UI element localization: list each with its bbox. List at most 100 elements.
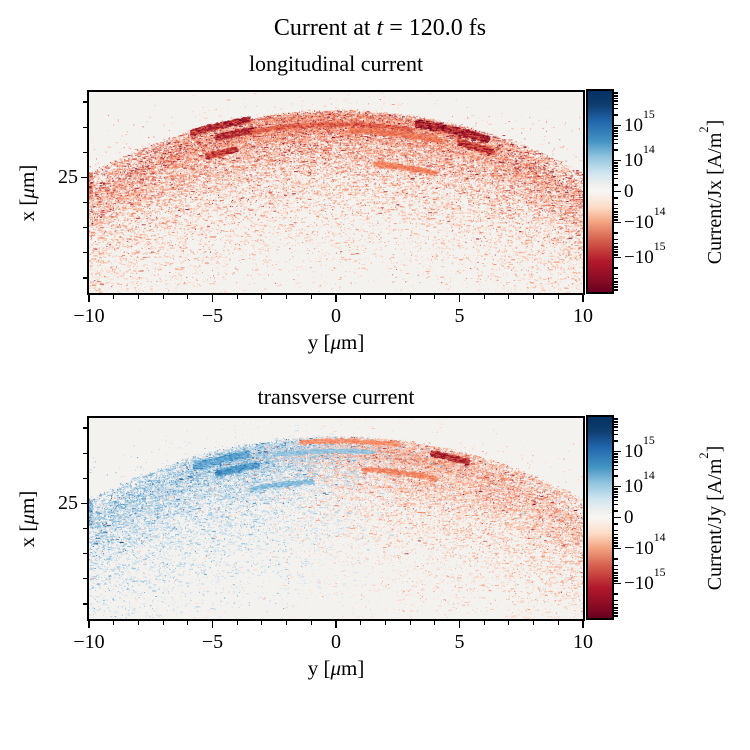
colorbar-tick-label: −1015 [624,565,666,594]
colorbar-major-tick [614,256,621,259]
colorbar-minor-tick [614,544,618,546]
colorbar-minor-tick [614,593,618,595]
x-minor-tick [137,295,139,299]
colorbar-tick-label: 0 [624,180,634,202]
colorbar-minor-tick [614,128,618,130]
y-major-tick [80,502,87,505]
colorbar-minor-tick [614,167,618,169]
colorbar-minor-tick [614,461,618,463]
colorbar-minor-tick [614,100,618,102]
colorbar-minor-tick [614,161,618,163]
colorbar-minor-tick [614,421,618,423]
colorbar-minor-tick [614,132,618,134]
colorbar-minor-tick [614,475,618,477]
colorbar-tick-label: −1015 [624,239,666,268]
x-axis-label: y [μm] [307,656,365,680]
colorbar-major-tick [614,485,621,488]
colorbar-minor-tick [614,575,618,577]
colorbar-minor-tick [614,103,618,105]
x-minor-tick [557,295,559,299]
x-minor-tick [236,621,238,625]
colorbar-minor-tick [614,493,618,495]
colorbar-major-tick [614,221,621,224]
colorbar-minor-tick [614,214,618,216]
x-minor-tick [384,621,386,625]
x-major-tick [88,295,90,302]
colorbar-minor-tick [614,267,618,269]
y-minor-tick [83,477,87,479]
colorbar-minor-tick [614,163,618,165]
x-minor-tick [113,621,115,625]
x-minor-tick [162,621,164,625]
x-tick-label: −5 [201,631,224,653]
colorbar-minor-tick [614,440,618,442]
colorbar-minor-tick [614,523,618,525]
x-tick-label: 0 [331,631,341,653]
colorbar-minor-tick [614,286,618,288]
x-major-tick [211,295,214,302]
colorbar-minor-tick [614,426,618,428]
colorbar-label: Current/Jx [A/m2] [696,119,726,265]
x-minor-tick [286,621,288,625]
x-major-tick [211,621,214,628]
subplot-title: transverse current [257,384,415,409]
x-minor-tick [533,295,535,299]
y-minor-tick [83,151,87,153]
x-major-tick [458,295,461,302]
x-minor-tick [483,295,485,299]
y-axis-label: x [μm] [15,490,39,548]
x-minor-tick [360,295,362,299]
x-minor-tick [261,621,263,625]
y-minor-tick [83,277,87,279]
x-major-tick [582,621,584,628]
heatmap-canvas [89,418,583,619]
colorbar-minor-tick [614,504,618,506]
colorbar-minor-tick [614,499,618,501]
x-minor-tick [434,295,436,299]
heatmap-canvas [89,92,583,293]
colorbar-minor-tick [614,165,618,167]
colorbar-tick-label: 1014 [624,468,655,497]
x-major-tick [582,295,584,302]
colorbar-minor-tick [614,211,618,213]
y-minor-tick [83,201,87,204]
colorbar-minor-tick [614,610,618,612]
colorbar-minor-tick [614,197,618,199]
colorbar-minor-tick [614,91,618,93]
colorbar-minor-tick [614,540,618,542]
colorbar-minor-tick [614,173,618,175]
x-major-tick [458,621,461,628]
x-tick-label: 5 [454,305,465,327]
colorbar-minor-tick [614,238,618,240]
colorbar-minor-tick [614,93,618,95]
x-minor-tick [434,621,436,625]
x-minor-tick [508,621,510,625]
colorbar-major-tick [614,124,621,127]
colorbar-minor-tick [614,97,618,99]
plot-area [87,90,585,295]
colorbar-minor-tick [614,417,618,419]
plot-area [87,416,585,621]
colorbar-minor-tick [614,603,618,606]
x-minor-tick [310,295,312,299]
colorbar-label: Current/Jy [A/m2] [696,445,726,591]
colorbar-minor-tick [614,126,618,128]
x-minor-tick [533,621,535,625]
colorbar-minor-tick [614,612,618,614]
x-minor-tick [508,295,510,299]
colorbar-tick-label: 1015 [624,107,655,136]
colorbar-minor-tick [614,568,618,571]
colorbar-minor-tick [614,220,618,222]
colorbar-major-tick [614,547,621,550]
y-minor-tick [83,553,87,555]
colorbar-minor-tick [614,135,618,137]
colorbar-minor-tick [614,496,618,498]
colorbar-minor-tick [614,249,618,251]
colorbar-tick-label: −1014 [624,530,666,559]
x-tick-label: 10 [573,305,593,327]
x-minor-tick [409,621,411,625]
y-major-tick [80,176,87,179]
x-minor-tick [113,295,115,299]
colorbar-minor-tick [614,149,618,151]
colorbar-minor-tick [614,203,618,205]
